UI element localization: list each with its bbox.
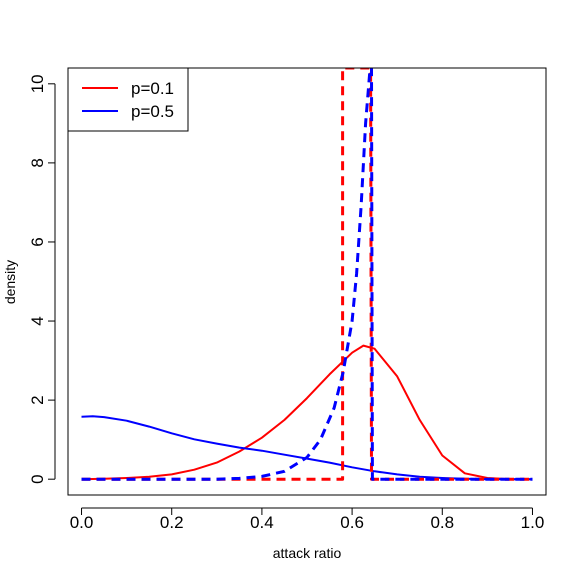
y-tick-label: 4 [28,316,47,325]
x-axis-title: attack ratio [273,545,342,561]
x-tick-label: 0.8 [430,513,454,532]
series-line-p-0-1-0 [81,344,533,481]
plot-lines [81,68,533,481]
y-axis: 0 2 4 6 8 10 [28,74,56,484]
y-tick-label: 2 [28,395,47,404]
plot-frame [67,67,547,496]
x-axis: 0.0 0.2 0.4 0.6 0.8 1.0 [70,507,545,532]
legend-box [67,67,189,132]
legend-label-p05: p=0.5 [131,102,174,121]
y-tick-label: 10 [28,74,47,93]
y-tick-label: 0 [28,474,47,483]
x-tick-label: 0.2 [160,513,184,532]
x-tick-label: 1.0 [521,513,545,532]
legend-label-p01: p=0.1 [131,79,174,98]
legend: p=0.1 p=0.5 [67,67,189,132]
x-tick-label: 0.0 [70,513,94,532]
y-axis-title: density [2,260,18,304]
y-tick-label: 8 [28,158,47,167]
y-tick-label: 6 [28,237,47,246]
series-line-dashed-3-dashed-3 [81,68,533,481]
x-tick-label: 0.4 [250,513,274,532]
x-tick-label: 0.6 [340,513,364,532]
